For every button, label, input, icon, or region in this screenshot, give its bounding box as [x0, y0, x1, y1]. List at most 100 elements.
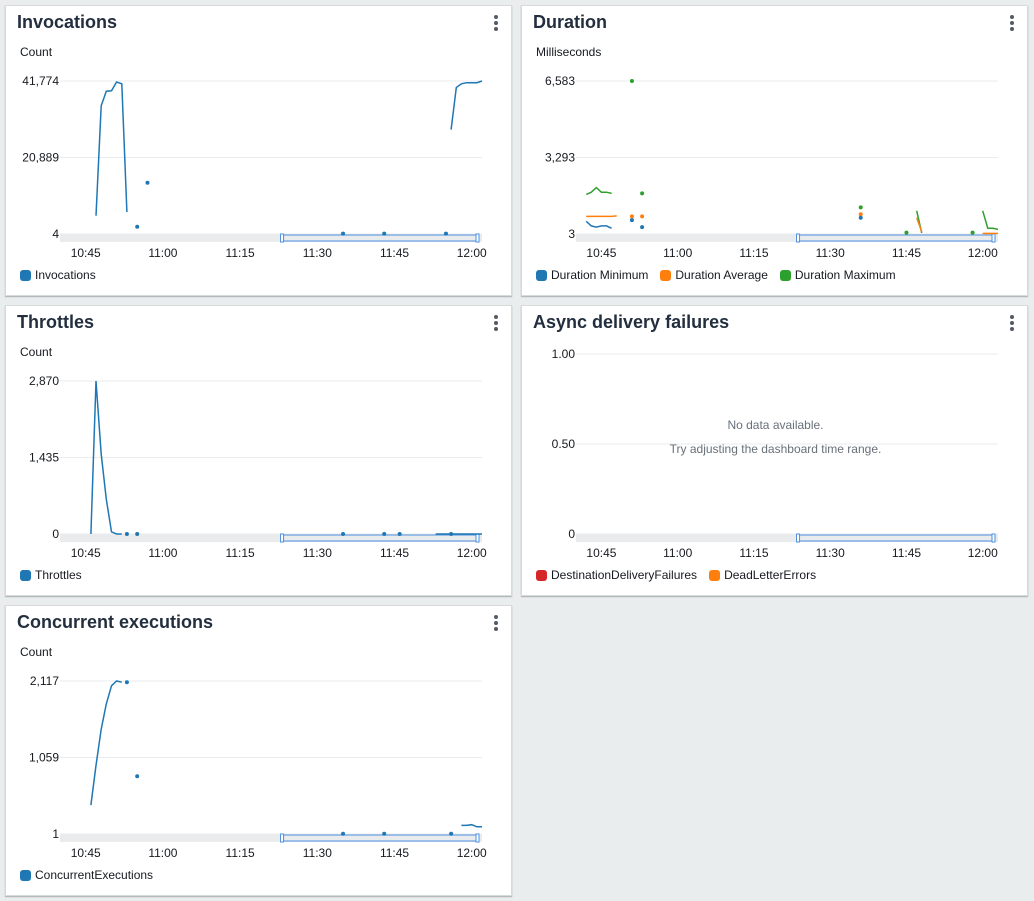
y-axis-unit: Count [20, 645, 53, 659]
legend-label: Throttles [35, 568, 82, 582]
x-tick-label: 11:00 [148, 246, 177, 260]
data-point [382, 831, 387, 836]
x-tick-label: 11:15 [226, 546, 255, 560]
legend-label: Duration Maximum [794, 268, 896, 282]
legend-item[interactable]: ConcurrentExecutions [20, 868, 153, 882]
x-tick-label: 11:45 [892, 546, 921, 560]
chart-invocations[interactable]: 41,774 20,889 4 10:45 11:00 11:15 11:30 11:45 12… [6, 6, 513, 297]
kebab-menu-icon[interactable] [1009, 15, 1015, 31]
data-point [397, 532, 402, 536]
panel-concurrent-executions: Concurrent executions Count 2,117 1,059 1 1… [5, 605, 512, 896]
data-point [449, 532, 454, 536]
kebab-menu-icon[interactable] [493, 315, 499, 331]
x-tick-label: 12:00 [457, 246, 487, 260]
legend-item[interactable]: Invocations [20, 268, 96, 282]
x-tick-label: 11:00 [148, 546, 177, 560]
legend-label: Duration Minimum [551, 268, 649, 282]
x-tick-label: 11:00 [663, 246, 692, 260]
data-point [858, 212, 863, 217]
legend-item[interactable]: Duration Minimum [536, 268, 648, 282]
legend-item[interactable]: Throttles [20, 568, 82, 582]
legend-item[interactable]: Duration Average [660, 268, 768, 282]
brush-handle-right[interactable] [991, 233, 996, 243]
y-tick-label: 2,117 [30, 674, 59, 688]
x-tick-label: 12:00 [457, 846, 487, 860]
x-tick-label: 12:00 [968, 546, 998, 560]
data-point [124, 680, 129, 685]
brush-handle-left[interactable] [796, 533, 801, 543]
series-line [461, 823, 482, 828]
data-point [382, 532, 387, 536]
x-tick-label: 11:15 [226, 846, 255, 860]
y-tick-label: 4 [52, 227, 59, 241]
x-tick-label: 11:45 [380, 846, 409, 860]
legend-swatch [660, 269, 672, 281]
legend-swatch [536, 269, 547, 281]
brush-handle-left[interactable] [796, 233, 801, 243]
data-point [449, 831, 454, 836]
x-tick-label: 10:45 [71, 246, 101, 260]
legend: ConcurrentExecutions [20, 868, 153, 882]
panel-title: Duration [533, 12, 607, 32]
x-tick-label: 11:15 [226, 246, 255, 260]
y-axis-unit: Count [20, 345, 53, 359]
y-axis-unit: Milliseconds [536, 45, 602, 59]
series-line [585, 186, 612, 196]
kebab-menu-icon[interactable] [1009, 315, 1015, 331]
brush-handle-right[interactable] [475, 233, 480, 243]
brush-handle-left[interactable] [280, 833, 285, 843]
series-line [95, 81, 128, 216]
legend-label: ConcurrentExecutions [35, 868, 154, 882]
y-tick-label: 0.50 [552, 437, 576, 451]
legend-label: Duration Average [675, 268, 768, 282]
x-tick-label: 11:45 [892, 246, 921, 260]
x-tick-label: 11:30 [303, 546, 332, 560]
legend: Duration Minimum Duration Average Duration… [536, 268, 896, 282]
y-tick-label: 0 [52, 527, 59, 541]
series-line [586, 215, 617, 218]
data-point [135, 532, 140, 536]
x-tick-label: 12:00 [457, 546, 487, 560]
data-point [629, 79, 634, 83]
series-line [915, 217, 923, 232]
x-tick-label: 11:30 [303, 246, 332, 260]
y-tick-label: 0 [568, 527, 575, 541]
kebab-menu-icon[interactable] [493, 615, 499, 631]
x-tick-label: 10:45 [71, 546, 101, 560]
legend-swatch [20, 869, 31, 881]
series-line [450, 80, 483, 130]
chart-throttles[interactable]: 2,870 1,435 0 10:45 11:00 11:15 11:30 11:45 12:0… [6, 306, 513, 597]
panel-title: Throttles [17, 312, 95, 332]
brush-handle-right[interactable] [991, 533, 996, 543]
data-point [341, 231, 346, 236]
kebab-menu-icon[interactable] [493, 15, 499, 31]
legend-swatch [20, 269, 31, 281]
brush-handle-left[interactable] [280, 533, 285, 543]
chart-concurrent-executions[interactable]: 2,117 1,059 1 10:45 11:00 11:15 11:30 11:45 12:0… [6, 606, 513, 897]
legend-item[interactable]: DeadLetterErrors [709, 568, 816, 582]
no-data-message: No data available. [727, 418, 824, 432]
legend-item[interactable]: DestinationDeliveryFailures [536, 568, 697, 582]
chart-async-delivery-failures[interactable]: 1.00 0.50 0 10:45 11:00 11:15 11:30 11:45 12:00 [522, 306, 1029, 597]
data-point [640, 214, 645, 219]
series-line [981, 210, 999, 231]
brush-handle-right[interactable] [475, 833, 480, 843]
legend-item[interactable]: Duration Maximum [779, 268, 896, 282]
brush-handle-right[interactable] [475, 533, 480, 543]
y-tick-label: 2,870 [29, 374, 59, 388]
brush-handle-left[interactable] [280, 233, 285, 243]
x-tick-label: 11:30 [816, 546, 845, 560]
legend-swatch [709, 569, 721, 581]
x-tick-label: 11:45 [380, 246, 409, 260]
panel-title: Async delivery failures [533, 312, 730, 332]
chart-duration[interactable]: 6,583 3,293 3 10:45 11:00 11:15 11:30 11:45 12:0… [522, 6, 1029, 297]
y-tick-label: 1.00 [552, 347, 576, 361]
y-tick-label: 41,774 [22, 74, 59, 88]
y-tick-label: 6,583 [545, 74, 575, 88]
data-point [341, 831, 346, 836]
data-point [124, 532, 129, 536]
data-point [858, 215, 863, 220]
data-point [341, 532, 346, 536]
x-tick-label: 10:45 [586, 246, 616, 260]
y-tick-label: 1 [52, 827, 59, 841]
